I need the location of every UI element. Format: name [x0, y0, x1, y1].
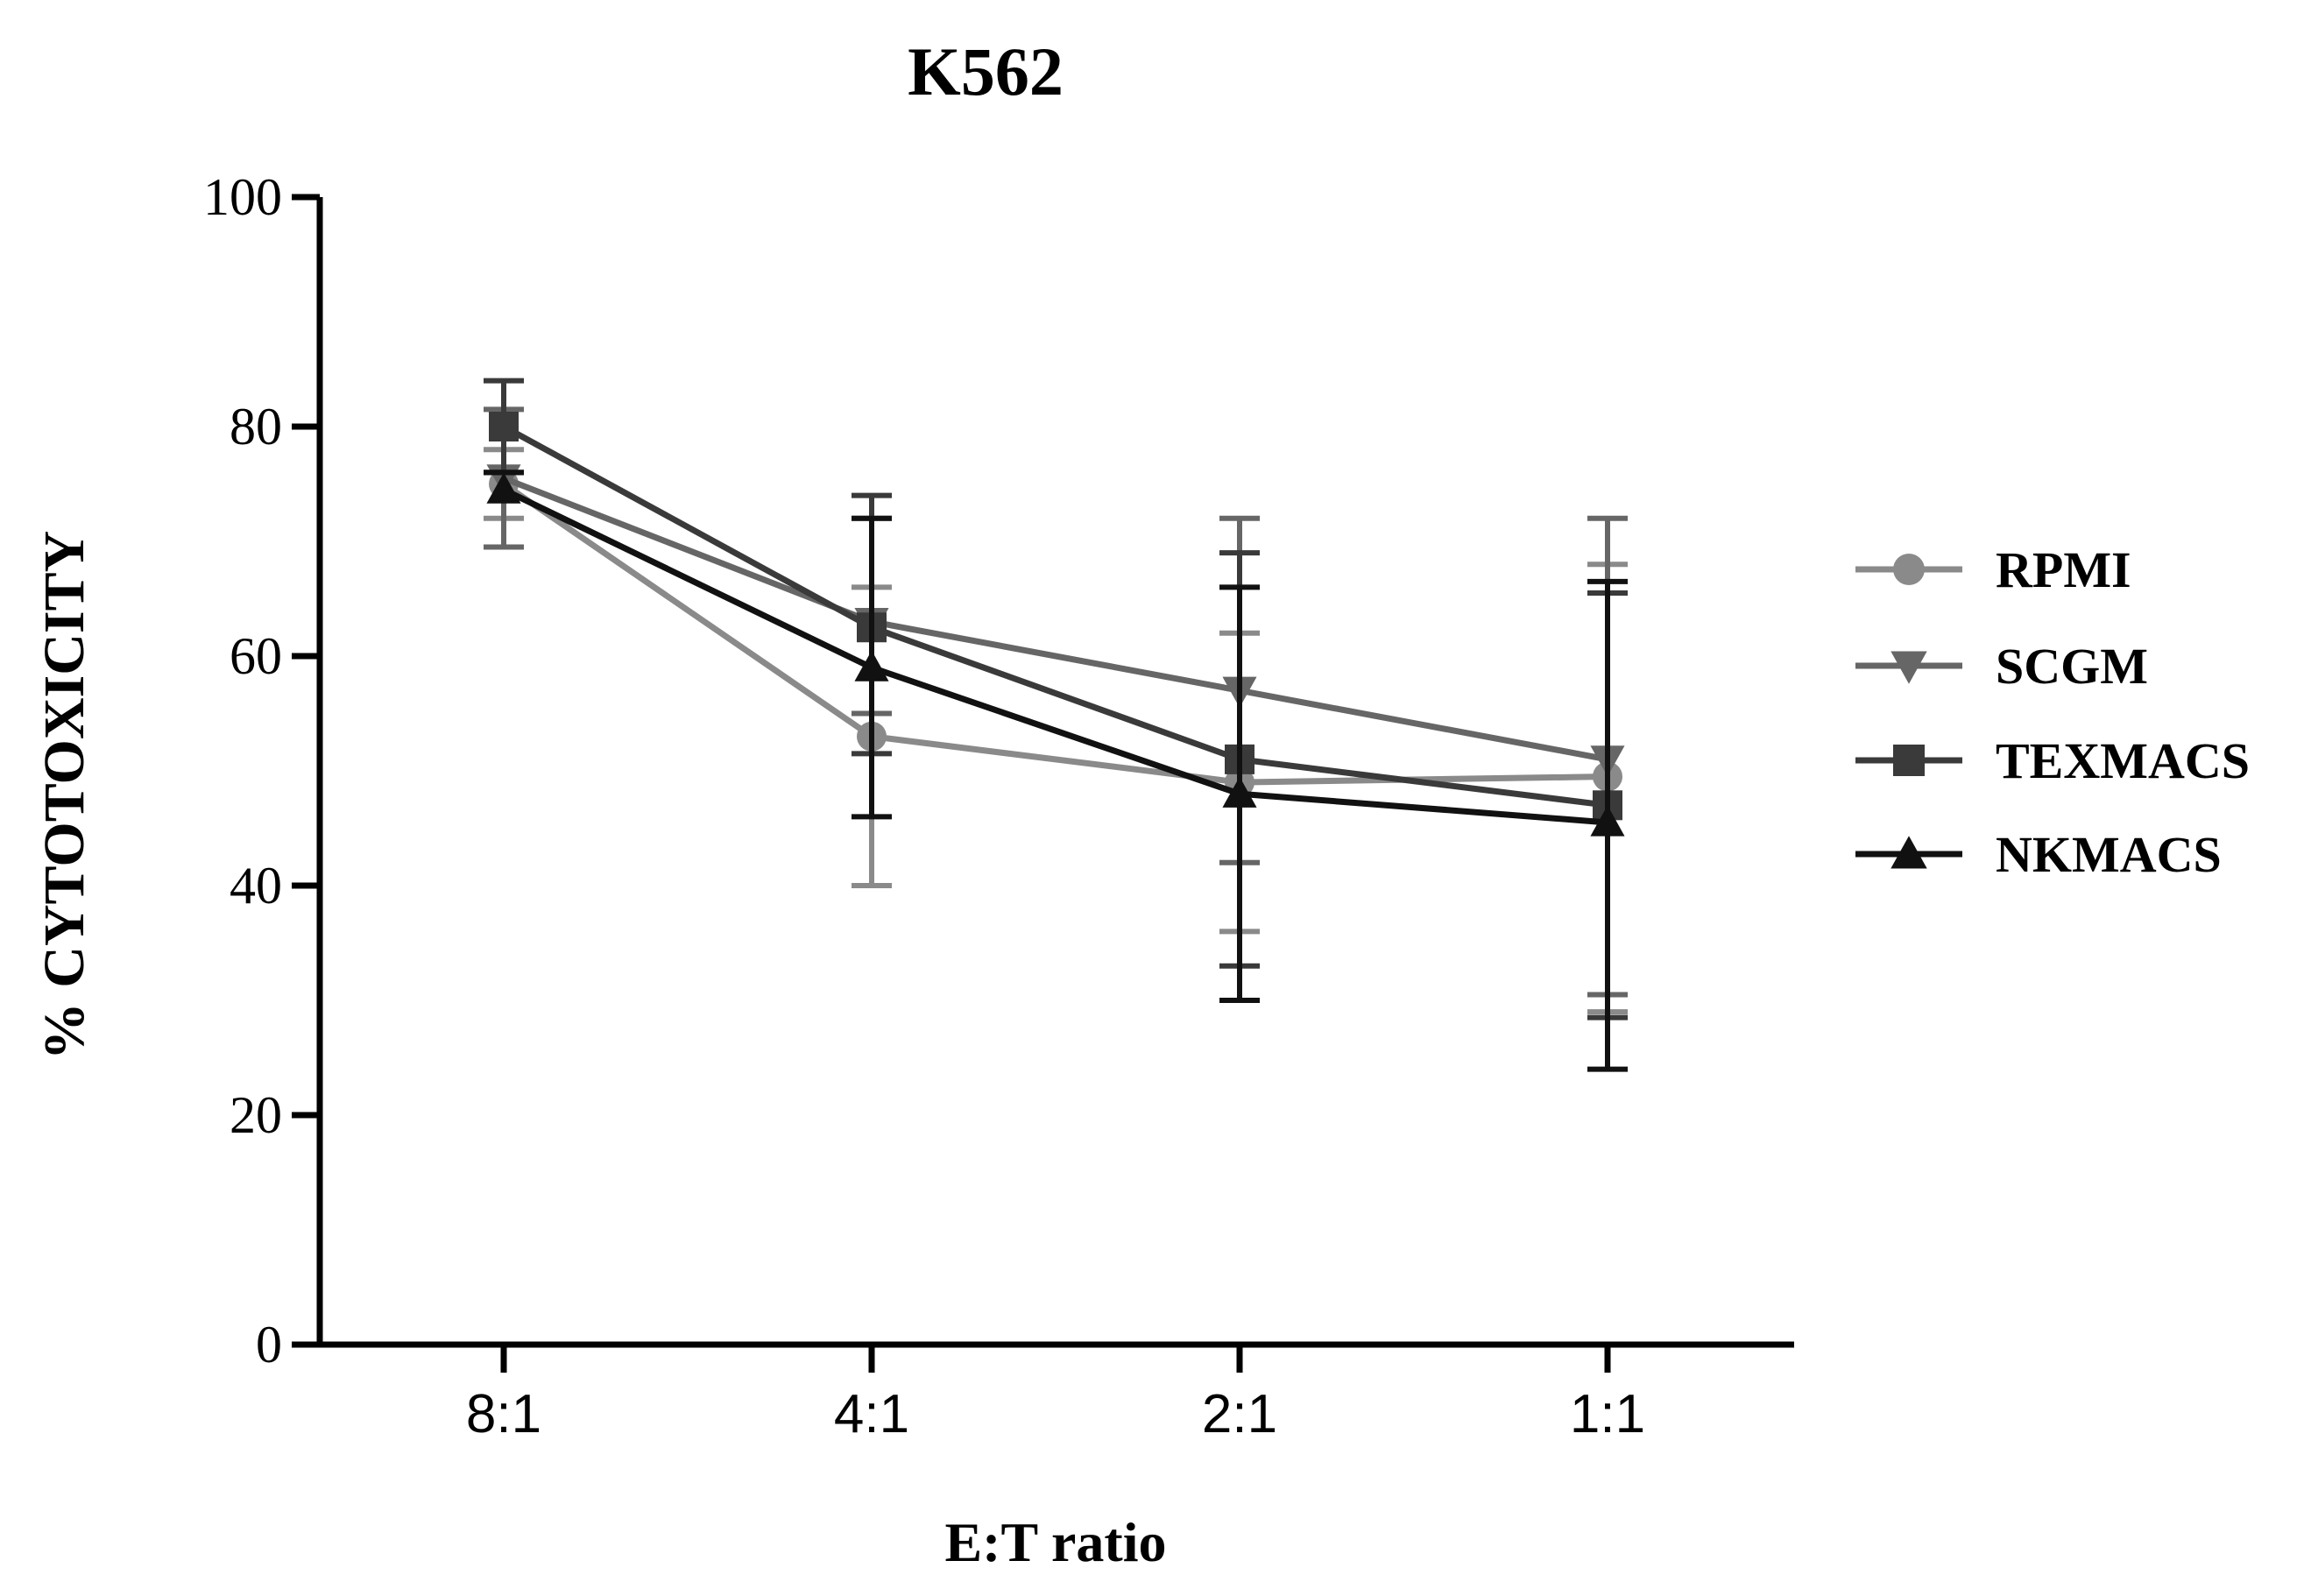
- chart-title: K562: [908, 33, 1064, 109]
- legend-label-scgm: SCGM: [1996, 638, 2148, 695]
- legend-marker-nkmacs: [1890, 836, 1927, 869]
- legend-item-texmacs: TEXMACS: [1855, 732, 2250, 789]
- data-point-nkmacs-0: [486, 472, 521, 504]
- x-tick-label-0: 8:1: [466, 1384, 541, 1444]
- x-axis-label: E:T ratio: [944, 1511, 1166, 1573]
- legend-label-texmacs: TEXMACS: [1996, 732, 2250, 789]
- y-tick-label-100: 100: [203, 168, 282, 226]
- series-line-texmacs: [502, 423, 1608, 809]
- y-tick-label-0: 0: [256, 1316, 282, 1374]
- legend-item-scgm: SCGM: [1855, 638, 2148, 695]
- legend-marker-rpmi: [1893, 554, 1925, 585]
- x-tick-label-1: 4:1: [834, 1384, 909, 1444]
- series-nkmacs: [484, 470, 1628, 1072]
- x-ticks: 8:1 4:1 2:1 1:1: [466, 1345, 1645, 1444]
- legend-marker-texmacs: [1893, 745, 1925, 776]
- legend-marker-scgm: [1890, 651, 1927, 684]
- y-tick-label-20: 20: [230, 1086, 282, 1144]
- series-texmacs: [484, 378, 1628, 1020]
- legend-label-nkmacs: NKMACS: [1996, 826, 2222, 883]
- plot-series: [484, 378, 1628, 1072]
- legend-label-rpmi: RPMI: [1996, 541, 2131, 598]
- legend: RPMI SCGM TEXMACS NKMACS: [1855, 541, 2250, 883]
- x-tick-label-2: 2:1: [1202, 1384, 1277, 1444]
- y-ticks: 0 20 40 60 80 100: [203, 168, 320, 1374]
- data-point-nkmacs-3: [1590, 805, 1625, 837]
- y-tick-label-80: 80: [230, 398, 282, 455]
- y-tick-label-40: 40: [230, 857, 282, 915]
- y-tick-label-60: 60: [230, 627, 282, 685]
- series-line-rpmi: [502, 481, 1608, 786]
- data-point-texmacs-0: [489, 412, 519, 441]
- series-line-scgm: [502, 475, 1608, 763]
- legend-item-rpmi: RPMI: [1855, 541, 2131, 598]
- series-line-nkmacs: [502, 486, 1608, 826]
- data-point-nkmacs-1: [854, 650, 889, 681]
- series-scgm: [484, 406, 1628, 998]
- x-tick-label-3: 1:1: [1570, 1384, 1645, 1444]
- legend-item-nkmacs: NKMACS: [1855, 826, 2222, 883]
- y-axis-label: % CYTOTOXICITY: [32, 531, 96, 1061]
- data-point-nkmacs-2: [1222, 776, 1257, 808]
